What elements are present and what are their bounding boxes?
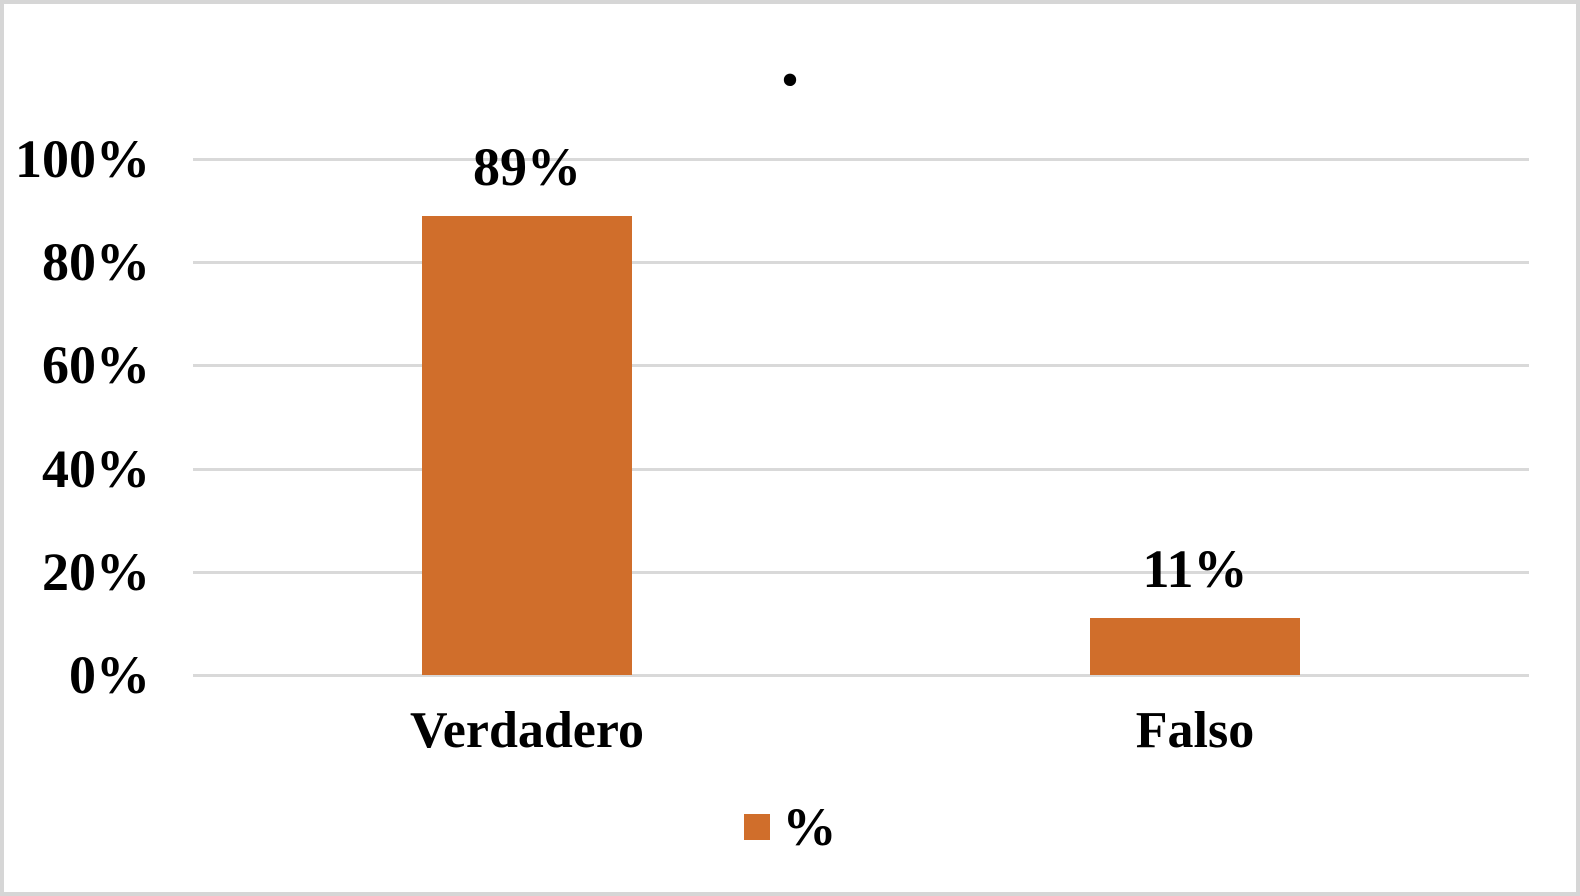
data-label: 11% — [1142, 539, 1248, 600]
y-axis-tick-label: 40% — [42, 438, 150, 499]
chart-title: . — [780, 18, 800, 102]
gridline — [193, 674, 1529, 677]
gridline — [193, 158, 1529, 161]
chart-canvas: . % 0% 20% 40% 60% 80% 100% 89% Verdadero 11% Fal… — [4, 4, 1576, 892]
gridline — [193, 364, 1529, 368]
legend: % — [4, 796, 1576, 858]
y-axis-tick-label: 100% — [15, 129, 150, 189]
x-axis-category-label: Verdadero — [410, 702, 644, 759]
gridline — [193, 570, 1529, 574]
gridline — [193, 261, 1529, 265]
data-label: 89% — [473, 136, 581, 197]
y-axis-tick-label: 80% — [42, 232, 150, 293]
y-axis-tick-label: 20% — [42, 541, 150, 602]
gridline — [193, 467, 1529, 471]
legend-series-label: % — [782, 797, 837, 857]
bar-falso — [1090, 618, 1300, 675]
y-axis-tick-label: 60% — [42, 335, 150, 396]
bar-verdadero — [422, 215, 632, 675]
legend-marker-icon — [743, 814, 770, 840]
x-axis-category-label: Falso — [1135, 702, 1255, 759]
y-axis-tick-label: 0% — [69, 645, 150, 705]
